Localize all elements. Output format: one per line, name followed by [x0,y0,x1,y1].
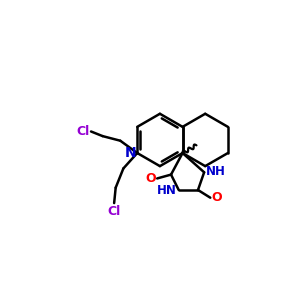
Text: NH: NH [206,165,226,178]
Text: Cl: Cl [107,205,121,218]
Text: O: O [211,191,222,204]
Text: Cl: Cl [76,125,89,138]
Text: HN: HN [157,184,177,197]
Text: N: N [125,146,136,160]
Text: O: O [146,172,156,185]
